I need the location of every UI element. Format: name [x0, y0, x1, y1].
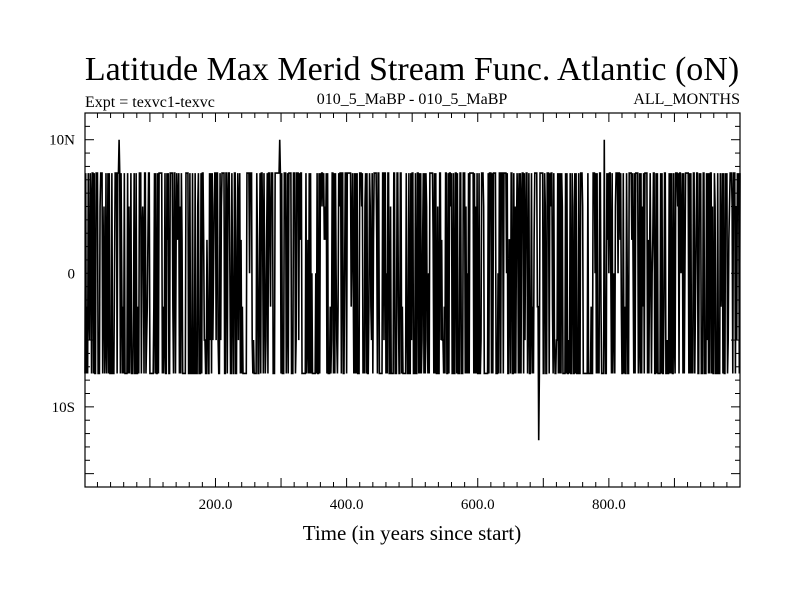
- y-tick-label: 10S: [52, 400, 75, 416]
- y-tick-label: 10N: [49, 133, 75, 149]
- experiment-label: Expt = texvc1-texvc: [85, 94, 215, 111]
- axis-tick-labels: 200.0 400.0 600.0 800.0 10N 0 10S: [49, 133, 626, 513]
- x-tick-label: 400.0: [330, 497, 364, 513]
- x-axis-label: Time (in years since start): [303, 521, 522, 545]
- months-label: ALL_MONTHS: [633, 91, 740, 108]
- x-tick-label: 600.0: [461, 497, 495, 513]
- x-tick-label: 800.0: [592, 497, 626, 513]
- plot-area: [84, 139, 741, 441]
- plot-frame: [84, 112, 741, 488]
- period-label: 010_5_MaBP - 010_5_MaBP: [317, 91, 508, 108]
- series-line: [84, 139, 741, 441]
- x-tick-label: 200.0: [199, 497, 233, 513]
- y-tick-label: 0: [68, 266, 76, 282]
- axis-ticks: [85, 112, 740, 488]
- chart-title: Latitude Max Merid Stream Func. Atlantic…: [85, 51, 739, 88]
